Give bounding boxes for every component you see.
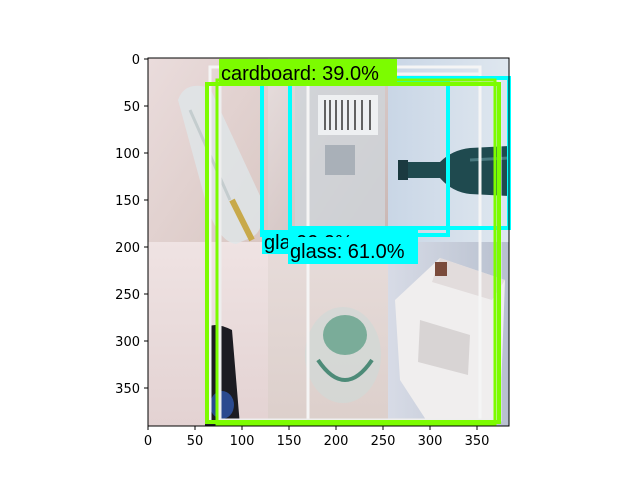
y-tick-label: 250 (115, 288, 140, 303)
x-tick-label: 0 (144, 434, 152, 449)
green-glass-bottle (398, 146, 509, 196)
y-tick-label: 300 (115, 335, 140, 350)
label-bg-glass (288, 237, 418, 264)
labelled-bottle (295, 80, 385, 230)
y-tick-label: 50 (123, 100, 140, 115)
x-tick-label: 100 (230, 434, 255, 449)
detection-label-glass: glass: 61.0% (290, 241, 405, 263)
y-tick-labels: 0 50 100 150 200 250 300 350 (115, 53, 140, 397)
y-tick-label: 150 (115, 194, 140, 209)
detection-label-cardboard: cardboard: 39.0% (221, 63, 379, 85)
x-tick-label: 150 (277, 434, 302, 449)
detection-labels: gla 99.9% glass: 61.0% cardboard: 39.0% (219, 59, 418, 264)
x-ticks (147, 426, 478, 430)
x-tick-label: 200 (324, 434, 349, 449)
axes-frame (147, 57, 510, 427)
x-tick-label: 300 (418, 434, 443, 449)
y-tick-label: 350 (115, 382, 140, 397)
y-ticks (144, 58, 148, 389)
label-bg-cardboard (219, 59, 397, 85)
x-tick-label: 250 (371, 434, 396, 449)
x-tick-labels: 0 50 100 150 200 250 300 350 (144, 434, 490, 449)
x-tick-label: 350 (465, 434, 490, 449)
cardboard-box (395, 258, 505, 426)
y-tick-label: 200 (115, 241, 140, 256)
x-tick-label: 50 (187, 434, 204, 449)
y-tick-label: 0 (132, 53, 140, 68)
y-tick-label: 100 (115, 147, 140, 162)
green-cap-bottle (305, 307, 381, 403)
